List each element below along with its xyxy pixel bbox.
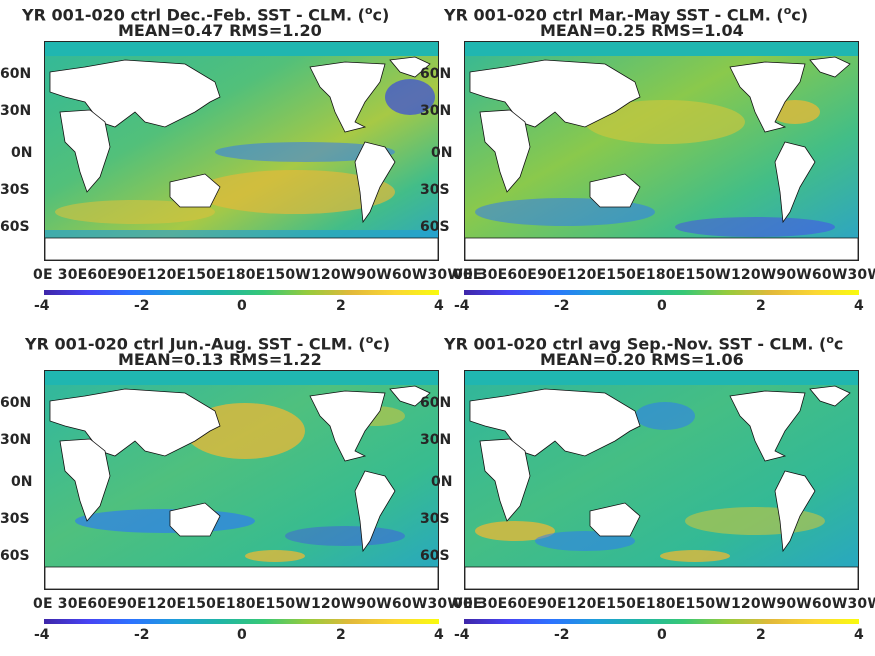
lat-label-0n: 0N: [431, 474, 453, 490]
panel-title: YR 001-020 ctrl Jun.-Aug. SST - CLM. (oc…: [25, 333, 391, 354]
colorbar-ticks: -4 -2 0 2 4: [34, 298, 444, 316]
lat-label-30s: 30S: [420, 511, 450, 527]
lon-axis-labels: 0E 30E60E90E120E150E180E150W120W90W60W30…: [453, 596, 875, 612]
colorbar-tick: 0: [237, 627, 247, 643]
lat-label-60n: 60N: [0, 66, 32, 82]
sst-anomaly-map: [464, 370, 859, 590]
sst-anomaly-map: [464, 41, 859, 261]
lat-label-0n: 0N: [11, 474, 33, 490]
lat-label-30s: 30S: [0, 511, 30, 527]
colorbar-tick: 2: [336, 627, 346, 643]
colorbar-tick: -2: [134, 627, 150, 643]
lon-axis-labels: 0E 30E60E90E120E150E180E150W120W90W60W30…: [33, 267, 483, 283]
map-graphic: [45, 42, 438, 260]
sst-anomaly-map: [44, 370, 439, 590]
lat-label-30n: 30N: [420, 103, 452, 119]
colorbar-tick: 0: [237, 298, 247, 314]
lon-axis-labels: 0E 30E60E90E120E150E180E150W120W90W60W30…: [33, 596, 483, 612]
panel-title: YR 001-020 ctrl avg Sep.-Nov. SST - CLM.…: [444, 333, 844, 354]
panel-title: YR 001-020 ctrl Dec.-Feb. SST - CLM. (oc…: [22, 4, 390, 25]
colorbar-tick: 2: [336, 298, 346, 314]
lat-label-0n: 0N: [431, 145, 453, 161]
panel-stats: MEAN=0.20 RMS=1.06: [540, 350, 744, 369]
lat-label-60s: 60S: [420, 219, 450, 235]
lat-label-60s: 60S: [0, 548, 30, 564]
colorbar-tick: -4: [454, 298, 470, 314]
map-graphic: [45, 371, 438, 589]
lat-label-60n: 60N: [420, 395, 452, 411]
lat-label-60s: 60S: [0, 219, 30, 235]
colorbar-ticks: -4 -2 0 2 4: [454, 298, 864, 316]
colorbar: [44, 619, 439, 624]
lat-label-0n: 0N: [11, 145, 33, 161]
colorbar-tick: 0: [657, 627, 667, 643]
colorbar-tick: 4: [854, 298, 864, 314]
colorbar-tick: -2: [554, 627, 570, 643]
panel-stats: MEAN=0.13 RMS=1.22: [118, 350, 322, 369]
colorbar-tick: 4: [434, 627, 444, 643]
sst-anomaly-map: [44, 41, 439, 261]
lat-label-30n: 30N: [420, 432, 452, 448]
colorbar: [464, 290, 859, 295]
map-graphic: [465, 371, 858, 589]
lat-label-30n: 30N: [0, 432, 32, 448]
colorbar-tick: -4: [34, 627, 50, 643]
lat-label-60n: 60N: [0, 395, 32, 411]
map-graphic: [465, 42, 858, 260]
panel-stats: MEAN=0.47 RMS=1.20: [118, 21, 322, 40]
colorbar-tick: -2: [134, 298, 150, 314]
colorbar-tick: -4: [34, 298, 50, 314]
lat-label-30n: 30N: [0, 103, 32, 119]
colorbar-tick: 4: [854, 627, 864, 643]
lat-label-60n: 60N: [420, 66, 452, 82]
colorbar-tick: 2: [756, 627, 766, 643]
lat-label-30s: 30S: [0, 182, 30, 198]
colorbar-ticks: -4 -2 0 2 4: [454, 627, 864, 645]
colorbar-tick: 0: [657, 298, 667, 314]
colorbar-ticks: -4 -2 0 2 4: [34, 627, 444, 645]
colorbar-tick: 4: [434, 298, 444, 314]
panel-stats: MEAN=0.25 RMS=1.04: [540, 21, 744, 40]
panel-title: YR 001-020 ctrl Mar.-May SST - CLM. (oc): [444, 4, 809, 25]
colorbar: [44, 290, 439, 295]
colorbar-tick: 2: [756, 298, 766, 314]
colorbar: [464, 619, 859, 624]
lon-axis-labels: 0E 30E60E90E120E150E180E150W120W90W60W30…: [453, 267, 875, 283]
lat-label-60s: 60S: [420, 548, 450, 564]
colorbar-tick: -4: [454, 627, 470, 643]
lat-label-30s: 30S: [420, 182, 450, 198]
colorbar-tick: -2: [554, 298, 570, 314]
